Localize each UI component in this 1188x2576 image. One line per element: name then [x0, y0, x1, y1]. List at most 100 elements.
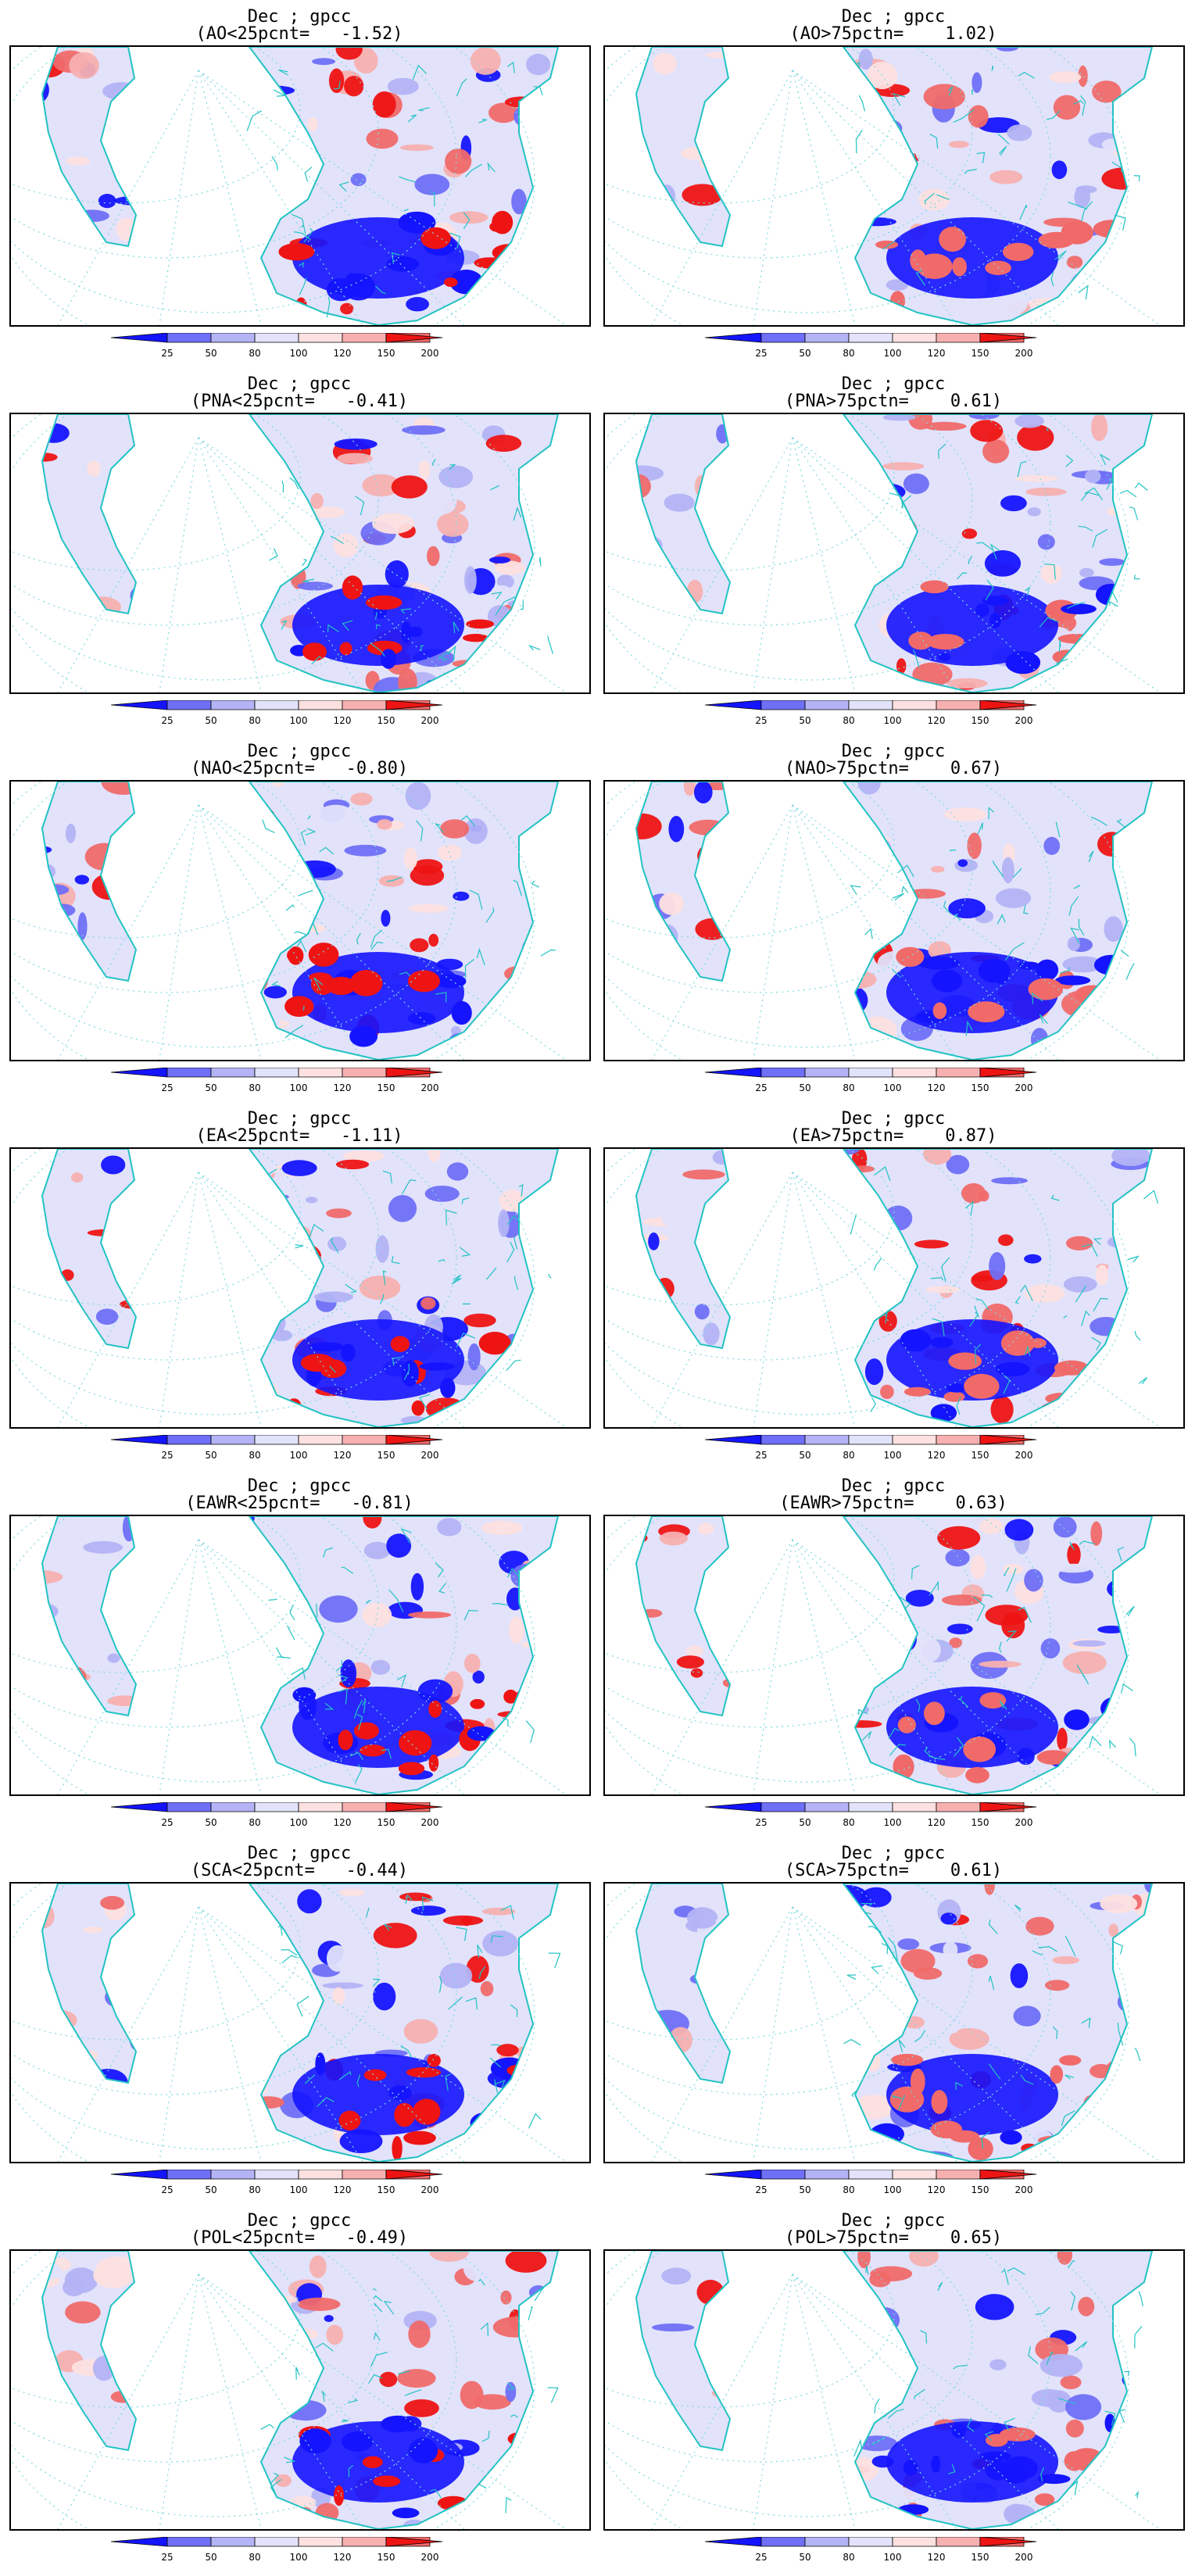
colorbar-swatch — [936, 700, 981, 710]
colorbar-label: 150 — [378, 1450, 395, 1461]
colorbar-label: 150 — [972, 715, 989, 726]
colorbar: 25 50 80 100 120 150 200 — [705, 1802, 1080, 1834]
colorbar-swatch — [705, 333, 762, 343]
colorbar-label: 100 — [290, 2552, 308, 2563]
colorbar-label: 150 — [378, 348, 395, 359]
colorbar-label: 150 — [378, 2552, 395, 2563]
panel-subtitle: (NAO>75pctn= 0.67) — [784, 759, 1003, 778]
colorbar-label: 25 — [161, 2552, 173, 2563]
colorbar-swatch — [705, 2537, 762, 2547]
colorbar-swatch — [979, 333, 1037, 343]
colorbar-swatch — [111, 2537, 168, 2547]
colorbar-swatch — [760, 333, 806, 343]
colorbar-swatch — [210, 1068, 256, 1078]
colorbar-swatch — [342, 2170, 387, 2180]
colorbar-label: 25 — [161, 2184, 173, 2195]
colorbar-swatch — [166, 1802, 212, 1812]
colorbar: 25 50 80 100 120 150 200 — [705, 700, 1080, 732]
map-frame — [9, 2249, 591, 2531]
colorbar-label: 120 — [334, 1082, 352, 1093]
colorbar-swatch — [848, 2537, 893, 2547]
colorbar-swatch — [892, 700, 937, 710]
colorbar-swatch — [210, 1802, 256, 1812]
map-panel: Dec ; gpcc (NAO<25pcnt= -0.80) 25 50 80 100 12… — [9, 739, 591, 1107]
map-panel: Dec ; gpcc (EA<25pcnt= -1.11) 25 50 80 100 120… — [9, 1107, 591, 1474]
colorbar-label: 100 — [884, 2184, 902, 2195]
colorbar-label: 120 — [334, 715, 352, 726]
colorbar-swatch — [892, 2170, 937, 2180]
map-frame — [603, 45, 1185, 327]
colorbar-swatch — [804, 2170, 850, 2180]
panel-title: Dec ; gpcc — [247, 1476, 352, 1496]
colorbar-swatch — [936, 2537, 981, 2547]
map-panel: Dec ; gpcc (AO>75pctn= 1.02) 25 50 80 100 120 1… — [603, 5, 1185, 372]
colorbar-swatch — [342, 2537, 387, 2547]
colorbar-label: 50 — [205, 1817, 216, 1828]
map-frame — [603, 1147, 1185, 1429]
map-panel: Dec ; gpcc (POL>75pctn= 0.65) 25 50 80 100 120… — [603, 2209, 1185, 2576]
colorbar-label: 100 — [290, 1817, 308, 1828]
colorbar-label: 150 — [972, 2552, 989, 2563]
colorbar-label: 25 — [161, 1817, 173, 1828]
colorbar-label: 80 — [249, 715, 260, 726]
colorbar-swatch — [111, 1435, 168, 1445]
colorbar-label: 150 — [972, 1450, 989, 1461]
colorbar-label: 200 — [1015, 1450, 1033, 1461]
map-panel: Dec ; gpcc (EAWR>75pctn= 0.63) 25 50 80 100 12… — [603, 1474, 1185, 1841]
map-frame — [603, 1515, 1185, 1796]
colorbar-swatch — [705, 1802, 762, 1812]
colorbar-swatch — [111, 2170, 168, 2180]
colorbar-swatch — [760, 1802, 806, 1812]
colorbar-label: 200 — [1015, 1817, 1033, 1828]
map-panel: Dec ; gpcc (PNA>75pctn= 0.61) 25 50 80 100 120… — [603, 372, 1185, 739]
map-panel: Dec ; gpcc (AO<25pcnt= -1.52) 25 50 80 100 120… — [9, 5, 591, 372]
colorbar-label: 200 — [421, 348, 439, 359]
colorbar-label: 120 — [334, 2184, 352, 2195]
panel-title: Dec ; gpcc — [841, 374, 946, 394]
colorbar-label: 80 — [843, 1817, 854, 1828]
colorbar-label: 200 — [421, 1082, 439, 1093]
colorbar: 25 50 80 100 120 150 200 — [705, 2170, 1080, 2201]
colorbar-swatch — [210, 1435, 256, 1445]
colorbar-swatch — [342, 1435, 387, 1445]
colorbar-label: 80 — [249, 1817, 260, 1828]
precipitation-map — [11, 1149, 589, 1427]
colorbar-label: 100 — [884, 715, 902, 726]
map-panel: Dec ; gpcc (POL<25pcnt= -0.49) 25 50 80 100 12… — [9, 2209, 591, 2576]
colorbar-label: 150 — [972, 348, 989, 359]
colorbar-label: 50 — [799, 1450, 810, 1461]
colorbar-swatch — [804, 2537, 850, 2547]
colorbar: 25 50 80 100 120 150 200 — [111, 2537, 486, 2568]
colorbar-label: 200 — [421, 2184, 439, 2195]
colorbar-label: 200 — [1015, 1082, 1033, 1093]
colorbar-swatch — [848, 1802, 893, 1812]
colorbar-label: 80 — [843, 1082, 854, 1093]
map-frame — [9, 1515, 591, 1796]
colorbar-label: 150 — [972, 1817, 989, 1828]
colorbar-swatch — [254, 2170, 299, 2180]
colorbar-swatch — [892, 333, 937, 343]
map-panel: Dec ; gpcc (SCA<25pcnt= -0.44) 25 50 80 100 12… — [9, 1841, 591, 2209]
colorbar-swatch — [892, 1068, 937, 1078]
colorbar-swatch — [804, 700, 850, 710]
panel-subtitle: (EA<25pcnt= -1.11) — [195, 1126, 403, 1146]
colorbar-swatch — [210, 700, 256, 710]
colorbar-label: 150 — [378, 1082, 395, 1093]
precipitation-map — [11, 2251, 589, 2529]
colorbar-label: 100 — [884, 2552, 902, 2563]
colorbar-label: 80 — [249, 1082, 260, 1093]
colorbar-label: 150 — [378, 1817, 395, 1828]
map-panel: Dec ; gpcc (EAWR<25pcnt= -0.81) 25 50 80 100 1… — [9, 1474, 591, 1841]
colorbar-swatch — [979, 1435, 1037, 1445]
colorbar-swatch — [760, 2537, 806, 2547]
colorbar-swatch — [298, 2537, 343, 2547]
colorbar-swatch — [254, 2537, 299, 2547]
panel-subtitle: (POL<25pcnt= -0.49) — [190, 2228, 409, 2248]
colorbar-label: 80 — [249, 348, 260, 359]
colorbar-swatch — [111, 1068, 168, 1078]
colorbar-swatch — [210, 2537, 256, 2547]
colorbar-swatch — [342, 333, 387, 343]
colorbar-swatch — [254, 1802, 299, 1812]
colorbar-swatch — [936, 1435, 981, 1445]
